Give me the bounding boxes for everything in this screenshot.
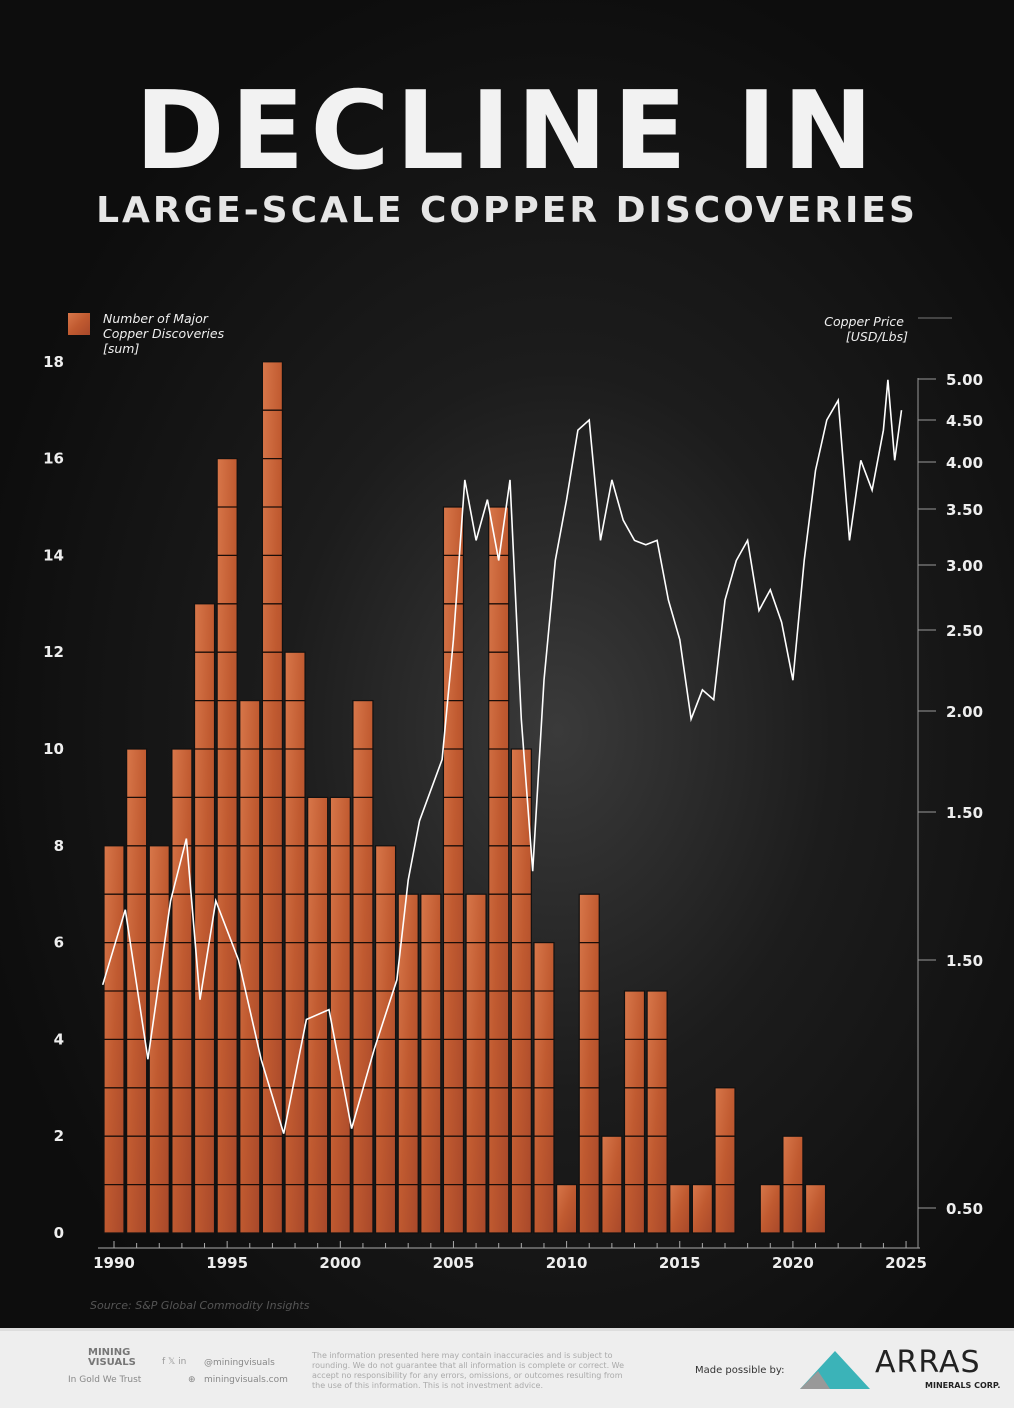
made-possible-label: Made possible by: (695, 1365, 785, 1376)
globe-icon: ⊕ (188, 1375, 196, 1385)
legend-bar-swatch (68, 313, 90, 335)
bar-2011 (578, 893, 600, 1234)
left-axis-tick-label: 10 (43, 740, 64, 758)
right-axis-tick-label: 2.50 (946, 622, 983, 640)
bar-2015 (669, 1183, 691, 1234)
right-axis-tick-label: 3.50 (946, 501, 983, 519)
social-icons[interactable]: f 𝕏 in (162, 1357, 187, 1367)
right-axis-tick-label: 3.00 (946, 557, 983, 575)
disclaimer: The information presented here may conta… (312, 1351, 625, 1390)
bar-1994 (193, 603, 216, 1234)
right-axis-tick-label: 4.00 (946, 454, 983, 472)
bar-2013 (623, 990, 646, 1234)
x-axis-tick-label: 2025 (885, 1254, 927, 1272)
x-axis-tick-label: 2015 (659, 1254, 701, 1272)
right-axis-tick-label: 1.50 (946, 952, 983, 970)
legend-bar-label-2: Copper Discoveries (103, 326, 225, 341)
x-axis-tick-label: 2010 (546, 1254, 588, 1272)
bar-2006 (465, 893, 487, 1234)
legend-bar-label-1: Number of Major (103, 311, 209, 326)
x-axis-tick-label: 2005 (433, 1254, 475, 1272)
left-axis-tick-label: 2 (54, 1127, 64, 1145)
left-axis-tick-label: 0 (54, 1224, 64, 1242)
arras-logo-icon (800, 1351, 870, 1389)
left-axis-tick-label: 16 (43, 450, 64, 468)
right-axis-tick-label: 1.50 (946, 804, 983, 822)
legend-line-label-2: [USD/Lbs] (846, 329, 908, 344)
source-note: Source: S&P Global Commodity Insights (90, 1299, 310, 1312)
bar-2005 (442, 506, 465, 1234)
bar-2010 (555, 1183, 578, 1234)
right-axis-tick-label: 0.50 (946, 1200, 983, 1218)
legend-line-label-1: Copper Price (824, 314, 904, 329)
left-axis-tick-label: 12 (43, 643, 64, 661)
mining-visuals-logo: MINING VISUALS (88, 1347, 136, 1368)
left-axis-tick-label: 18 (43, 353, 64, 371)
right-axis-tick-label: 5.00 (946, 371, 983, 389)
page-subtitle: LARGE-SCALE COPPER DISCOVERIES (96, 190, 918, 231)
website-link[interactable]: miningvisuals.com (204, 1375, 288, 1385)
bar-2016 (691, 1183, 713, 1234)
bar-2014 (646, 990, 668, 1234)
bar-2017 (714, 1087, 736, 1234)
tagline: In Gold We Trust (68, 1375, 142, 1385)
left-axis-tick-label: 6 (54, 934, 64, 952)
bar-2003 (397, 893, 419, 1234)
x-axis-tick-label: 2020 (772, 1254, 814, 1272)
bar-2004 (420, 893, 442, 1234)
bar-1996 (239, 699, 261, 1234)
page-title: DECLINE IN (134, 69, 880, 194)
bar-2019 (759, 1183, 781, 1234)
copper-price-line (101, 379, 903, 1134)
sponsor-sub: MINERALS CORP. (925, 1381, 1001, 1390)
left-axis-tick-label: 14 (43, 546, 64, 564)
sponsor-name: ARRAS (875, 1345, 981, 1380)
legend-bar-label-3: [sum] (103, 341, 139, 356)
bar-2001 (352, 699, 374, 1234)
left-axis-tick-label: 8 (54, 837, 64, 855)
x-axis-tick-label: 1995 (206, 1254, 248, 1272)
chart: Number of Major Copper Discoveries [sum]… (43, 311, 983, 1272)
right-axis-tick-label: 4.50 (946, 412, 983, 430)
x-axis-tick-label: 2000 (319, 1254, 361, 1272)
social-handle[interactable]: @miningvisuals (204, 1358, 275, 1368)
footer: MINING VISUALS In Gold We Trust f 𝕏 in @m… (0, 1328, 1014, 1408)
bar-2007 (488, 506, 510, 1234)
x-axis-tick-label: 1990 (93, 1254, 135, 1272)
right-axis-tick-label: 2.00 (946, 703, 983, 721)
bar-2000 (329, 796, 351, 1234)
bar-2021 (804, 1183, 827, 1234)
left-axis-tick-label: 4 (54, 1030, 64, 1048)
